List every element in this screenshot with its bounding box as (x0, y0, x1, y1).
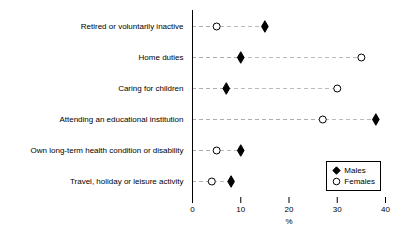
html-text:Females: Females (344, 177, 375, 186)
html-text:Males: Males (344, 166, 366, 175)
svg-text:40: 40 (381, 205, 390, 214)
svg-text:Travel, holiday or leisure act: Travel, holiday or leisure activity (70, 177, 184, 186)
svg-text:%: % (285, 217, 292, 226)
svg-text:Home duties: Home duties (139, 53, 184, 62)
svg-text:10: 10 (236, 205, 245, 214)
svg-text:Attending an educational insti: Attending an educational institution (59, 115, 183, 124)
svg-text:0: 0 (190, 205, 195, 214)
svg-text:Own long-term health condition: Own long-term health condition or disabi… (31, 146, 184, 155)
svg-text:30: 30 (333, 205, 342, 214)
svg-text:Retired or voluntarily inactiv: Retired or voluntarily inactive (81, 22, 184, 31)
svg-text:20: 20 (285, 205, 294, 214)
svg-text:Caring for children: Caring for children (118, 84, 183, 93)
